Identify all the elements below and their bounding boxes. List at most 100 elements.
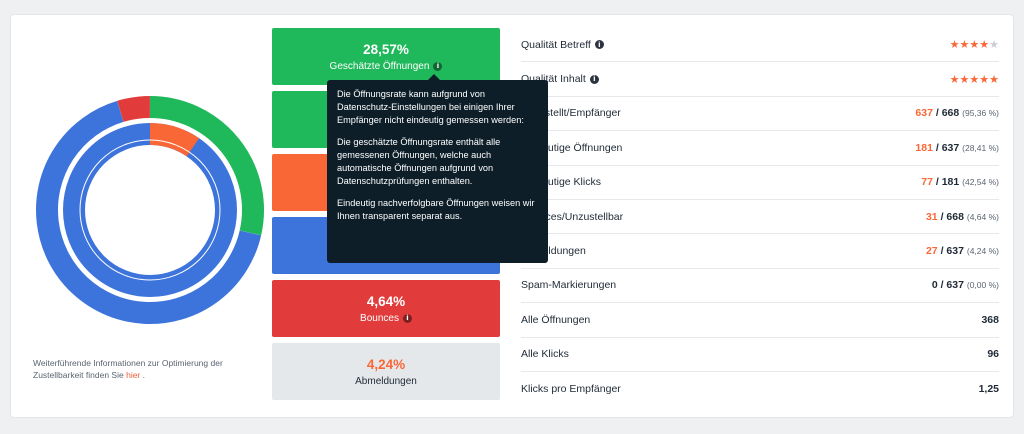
- donut-chart: [36, 96, 264, 324]
- stats-row: Zugestellt/Empfänger 637 / 668 (95,36 %): [521, 97, 999, 132]
- stats-row: Qualität Betreff i ★★★★★: [521, 28, 999, 63]
- stats-value-total: 637: [946, 279, 964, 292]
- footnote-end: .: [142, 370, 146, 380]
- tooltip-paragraph: Die geschätzte Öffnungsrate enthält alle…: [337, 137, 501, 186]
- stats-value-hi: 31: [925, 210, 938, 223]
- star-icon: ★: [989, 72, 999, 86]
- stats-label-text: Alle Öffnungen: [521, 313, 591, 326]
- info-icon[interactable]: i: [589, 74, 599, 84]
- tile-bounces: 4,64% Bounces i: [272, 280, 500, 337]
- stats-row: Eindeutige Klicks 77 / 181 (42,54 %): [521, 166, 999, 200]
- stats-row: Alle Klicks 96: [521, 338, 999, 372]
- stats-value-pct: (28,41 %): [962, 142, 999, 153]
- stats-value: ★★★★★: [950, 73, 999, 86]
- stats-row: Abmeldungen 27 / 637 (4,24 %): [521, 234, 999, 269]
- tile-label: Bounces: [360, 312, 399, 324]
- stats-value-hi: 637: [915, 107, 933, 120]
- stats-value: 27 / 637 (4,24 %): [926, 245, 999, 257]
- stats-value-sep: /: [932, 141, 942, 154]
- stats-label: Alle Öffnungen: [521, 314, 590, 326]
- stats-label-text: Qualität Betreff: [521, 38, 591, 51]
- stats-row: Klicks pro Empfänger 1,25: [521, 372, 999, 406]
- star-rating: ★★★★★: [950, 38, 999, 51]
- info-icon[interactable]: i: [433, 61, 443, 71]
- donut-inner-track: [63, 123, 237, 297]
- stats-value-sep: /: [932, 107, 942, 120]
- stats-value: 77 / 181 (42,54 %): [921, 176, 999, 188]
- donut-inner-segment: [149, 123, 200, 157]
- stats-value-hi: 77: [921, 176, 933, 189]
- stats-label: Spam-Markierungen: [521, 279, 616, 291]
- stats-value: 0 / 637 (0,00 %): [932, 279, 999, 291]
- tile-label: Abmeldungen: [355, 375, 417, 387]
- footnote-link[interactable]: hier: [126, 370, 141, 380]
- stats-row: Qualität Inhalt i ★★★★★: [521, 62, 999, 97]
- stats-value-total: 637: [946, 245, 964, 258]
- stats-value: 637 / 668 (95,36 %): [915, 107, 999, 119]
- stats-value-sep: /: [937, 210, 947, 223]
- stats-label-text: Spam-Markierungen: [521, 279, 617, 292]
- tooltip-paragraph: Die Öffnungsrate kann aufgrund von Daten…: [337, 89, 524, 125]
- tile-label: Geschätzte Öffnungen: [329, 60, 430, 72]
- donut-segment-bounces: [117, 96, 151, 122]
- donut-segment-geschaetzte-oeffnungen: [149, 96, 264, 236]
- stats-value-plain: 0: [931, 279, 938, 292]
- stats-value-total: 668: [941, 107, 960, 120]
- stats-value-pct: (95,36 %): [962, 108, 999, 119]
- star-icon: ★: [959, 38, 970, 52]
- stats-value-hi: 181: [915, 141, 933, 154]
- star-rating: ★★★★★: [950, 73, 999, 86]
- info-icon[interactable]: i: [402, 313, 412, 323]
- stats-value: 1,25: [979, 383, 999, 395]
- star-icon: ★: [979, 72, 990, 86]
- stats-value-sep: /: [937, 279, 947, 292]
- stats-value-total: 637: [941, 141, 960, 154]
- stats-row: Spam-Markierungen 0 / 637 (0,00 %): [521, 269, 999, 304]
- star-icon: ★: [979, 38, 990, 52]
- donut-segment-rest: [36, 100, 262, 324]
- stats-value: 368: [981, 314, 999, 326]
- donut-inner-edge: [79, 139, 221, 281]
- star-icon: ★: [949, 38, 960, 52]
- stats-label-text: Klicks pro Empfänger: [521, 383, 621, 396]
- stats-value-sep: /: [937, 245, 947, 258]
- stats-value: 181 / 637 (28,41 %): [915, 142, 999, 154]
- stats-row: Eindeutige Öffnungen 181 / 637 (28,41 %): [521, 131, 999, 166]
- stats-value-total: 96: [987, 348, 999, 361]
- star-icon: ★: [969, 72, 980, 86]
- tile-estimated-opens: 28,57% Geschätzte Öffnungen i: [272, 28, 500, 85]
- stats-table: Qualität Betreff i ★★★★★ Qualität Inhalt i ★★…: [521, 28, 999, 406]
- stats-row: Alle Öffnungen 368: [521, 303, 999, 338]
- deliverability-footnote: Weiterführende Informationen zur Optimie…: [33, 357, 253, 381]
- stats-label: Qualität Betreff i: [521, 39, 604, 51]
- stats-value-pct: (4,64 %): [966, 211, 999, 222]
- stats-label: Alle Klicks: [521, 348, 569, 360]
- tile-value: 4,24%: [366, 356, 406, 372]
- stats-value-pct: (0,00 %): [966, 280, 999, 291]
- tooltip-paragraph: Eindeutig nachverfolgbare Öffnungen weis…: [337, 198, 535, 221]
- tile-value: 28,57%: [363, 41, 409, 57]
- star-icon: ★: [989, 38, 999, 52]
- stats-value-total: 181: [941, 176, 960, 189]
- stats-value-total: 1,25: [978, 383, 999, 396]
- stats-value-pct: (42,54 %): [962, 177, 999, 188]
- star-icon: ★: [969, 38, 980, 52]
- stats-value: 96: [987, 348, 999, 360]
- stats-value-hi: 27: [925, 245, 938, 258]
- info-icon[interactable]: i: [594, 40, 604, 50]
- footnote-text: Weiterführende Informationen zur Optimie…: [33, 358, 223, 380]
- stats-value-pct: (4,24 %): [966, 246, 999, 257]
- stats-value-sep: /: [932, 176, 942, 189]
- stats-value: 31 / 668 (4,64 %): [926, 211, 999, 223]
- stats-label: Klicks pro Empfänger: [521, 383, 621, 395]
- stats-value-total: 668: [946, 210, 964, 223]
- stats-row: Bounces/Unzustellbar 31 / 668 (4,64 %): [521, 200, 999, 235]
- tile-unsubscribes: 4,24% Abmeldungen: [272, 343, 500, 400]
- tile-value: 4,64%: [366, 293, 406, 309]
- star-icon: ★: [949, 72, 960, 86]
- star-icon: ★: [959, 72, 970, 86]
- open-rate-tooltip: Die Öffnungsrate kann aufgrund von Daten…: [327, 74, 548, 263]
- stats-value-total: 368: [981, 313, 999, 326]
- stats-value: ★★★★★: [950, 38, 999, 51]
- stats-label-text: Alle Klicks: [521, 348, 569, 361]
